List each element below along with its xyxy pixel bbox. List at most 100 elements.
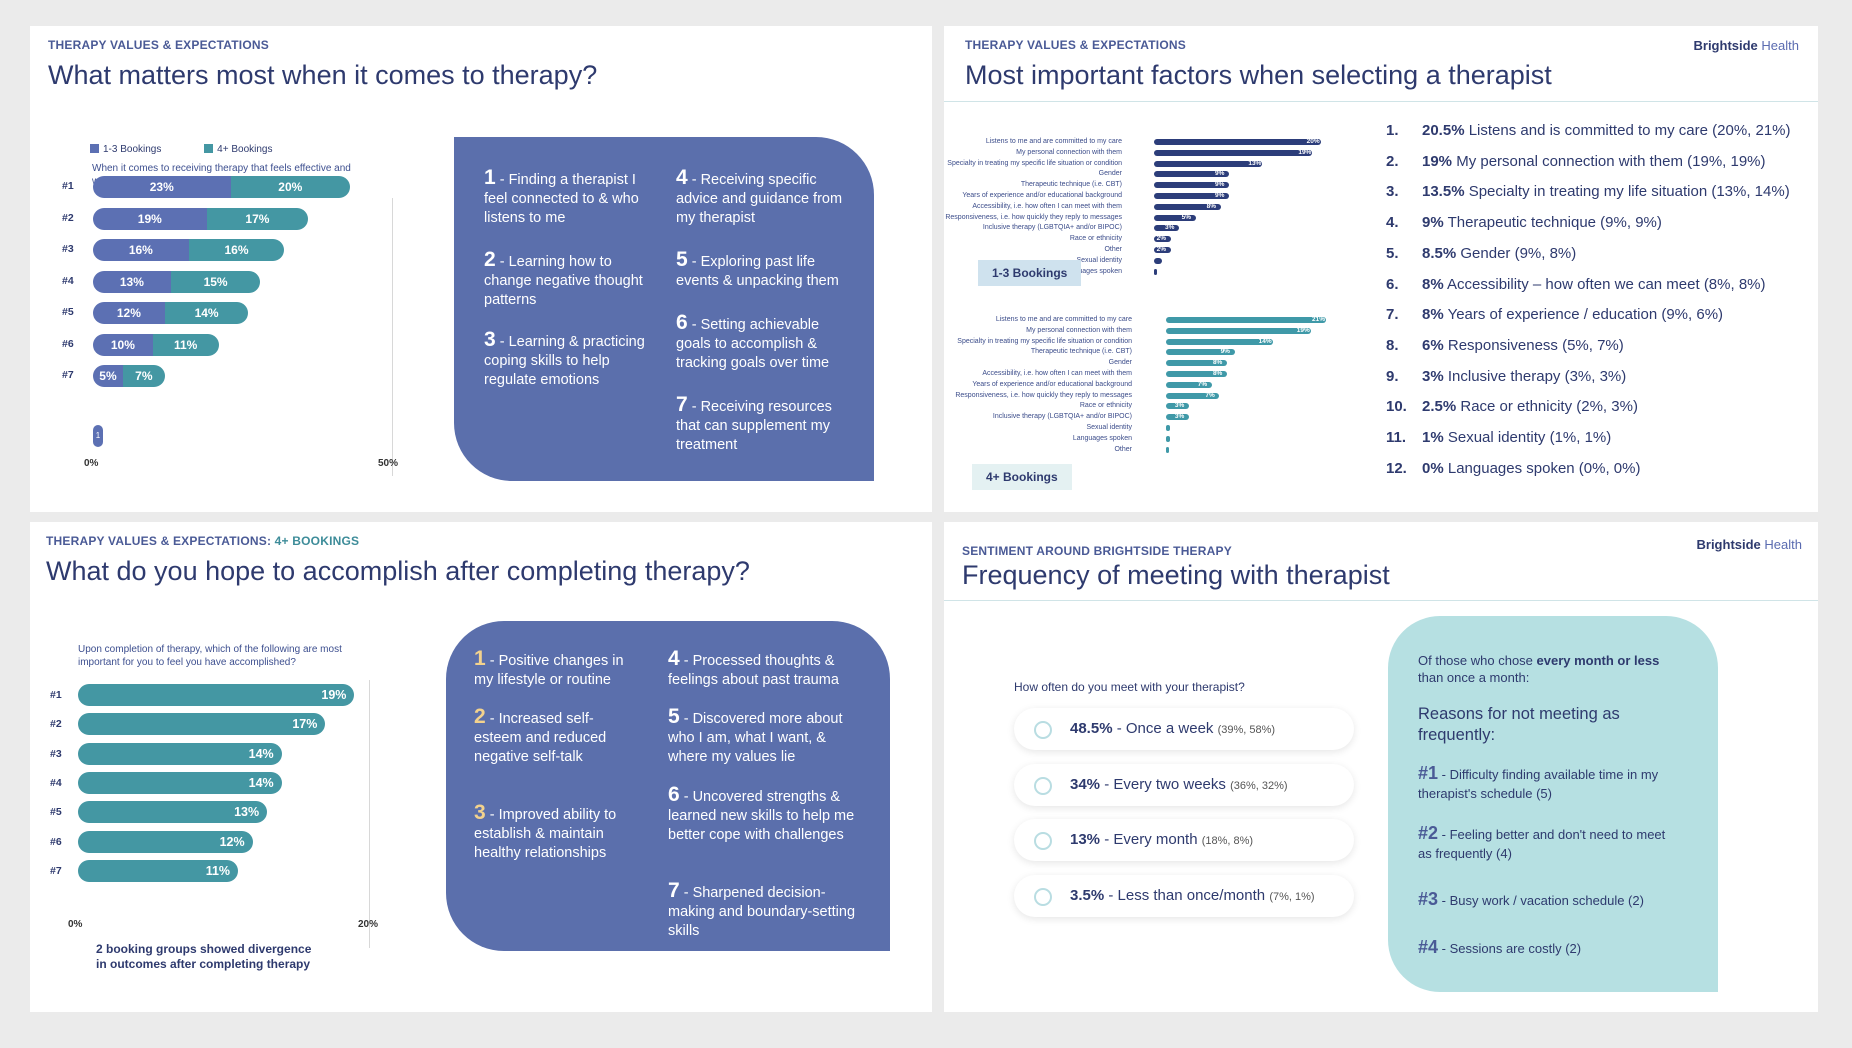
mini-bar (1154, 171, 1229, 178)
panel-intro-c: than once a month: (1418, 670, 1530, 685)
stacked-bar: 19% 17% (93, 207, 309, 230)
reason-item: #3 - Busy work / vacation schedule (2) (1418, 890, 1680, 910)
mini-bar-value: 5% (1181, 213, 1192, 221)
mini-bar (1166, 435, 1170, 442)
mini-bar (1166, 360, 1227, 367)
mini-bar-value: 13% (1248, 159, 1262, 167)
mini-bar (1166, 446, 1169, 453)
bar-segment-4plus: 14% (164, 302, 249, 324)
option-pct: 34% (1070, 775, 1101, 793)
mini-bar-value: 3% (1174, 413, 1185, 421)
option-label: - Less than once/month (1104, 886, 1270, 904)
item-number: 5 (676, 248, 688, 271)
rank-number: 1. (1386, 122, 1399, 139)
mini-bar (1154, 203, 1221, 210)
bar: 19% (78, 684, 355, 706)
stacked-bar: 10% 11% (93, 333, 219, 356)
reason-item: #2 - Feeling better and don't need to me… (1418, 824, 1680, 863)
numbered-list-card: 1 - Finding a therapist I feel connected… (454, 137, 874, 481)
item-number: 3 (474, 801, 486, 824)
option-breakdown: (7%, 1%) (1269, 890, 1315, 903)
item-text: - Sharpened decision-making and boundary… (668, 885, 856, 939)
mini-bar-value: 9% (1215, 181, 1225, 189)
list-item: 6 - Uncovered strengths & learned new sk… (668, 784, 860, 845)
chart-note: 2 booking groups showed divergence in ou… (96, 942, 312, 971)
bar-rank-label: #3 (50, 747, 62, 760)
axis-line (392, 198, 393, 476)
rank-text: Gender (9%, 8%) (1456, 244, 1577, 262)
mini-bar-label: Languages spoken (1072, 434, 1132, 442)
slide-selection-factors: THERAPY VALUES & EXPECTATIONS Brightside… (944, 26, 1818, 512)
reasons-panel: Of those who chose every month or less t… (1388, 616, 1718, 992)
panel-heading: Reasons for not meeting as frequently: (1418, 705, 1620, 744)
divider (944, 600, 1818, 601)
bar-rank-label: #7 (50, 864, 62, 877)
legend-swatch-a (90, 144, 99, 153)
mini-bar-value: 3% (1174, 402, 1185, 410)
frequency-option[interactable]: 3.5% - Less than once/month (7%, 1%) (1014, 874, 1354, 917)
rank-text: Responsiveness (5%, 7%) (1443, 336, 1624, 354)
kicker-accent: 4+ BOOKINGS (274, 534, 360, 548)
bar: 12% (78, 830, 253, 853)
mini-bar-label: Listens to me and are committed to my ca… (985, 138, 1122, 145)
list-item: 1 - Positive changes in my lifestyle or … (474, 648, 624, 690)
tag-1-3-bookings: 1-3 Bookings (978, 260, 1082, 286)
frequency-option[interactable]: 34% - Every two weeks (36%, 32%) (1014, 763, 1354, 806)
item-text: - Discovered more about who I am, what I… (668, 711, 843, 765)
option-breakdown: (39%, 58%) (1217, 724, 1276, 736)
bar-rank-label: #2 (50, 718, 62, 731)
mini-bar-value: 1 (1148, 256, 1152, 264)
bar-rank-label: #1 (50, 689, 62, 701)
rank-number: 11. (1386, 429, 1407, 446)
tick-label-20: 20% (358, 919, 379, 930)
ranked-factor: 3. 13.5% Specialty in treating my life si… (1386, 183, 1790, 200)
slide-title: Most important factors when selecting a … (965, 60, 1552, 90)
brand-name: Brightside (1696, 537, 1761, 552)
item-number: 4 (668, 647, 680, 670)
ranked-factor: 12. 0% Languages spoken (0%, 0%) (1386, 460, 1640, 477)
bar: 17% (78, 713, 326, 736)
divider (944, 101, 1818, 102)
tag-4plus-bookings: 4+ Bookings (972, 464, 1072, 490)
mini-bar (1154, 247, 1171, 253)
reason-item: #4 - Sessions are costly (2) (1418, 938, 1680, 958)
option-pct: 13% (1070, 831, 1101, 848)
mini-bar (1154, 268, 1157, 275)
mini-bar (1166, 392, 1220, 399)
bar: 11% (78, 859, 239, 882)
item-number: 2 (484, 248, 496, 271)
reason-rank: #3 (1418, 889, 1439, 909)
ranked-factor: 1. 20.5% Listens and is committed to my c… (1386, 122, 1791, 139)
bar-segment-1-3: 13% (93, 270, 171, 293)
ranked-factor: 2. 19% My personal connection with them (… (1386, 153, 1766, 170)
list-item: 5 - Discovered more about who I am, what… (668, 706, 860, 767)
bar-rank-label: #6 (50, 835, 62, 848)
ranked-factor: 7. 8% Years of experience / education (9%… (1386, 306, 1723, 323)
legend-label-b: 4+ Bookings (217, 144, 273, 155)
mini-bar (1166, 317, 1326, 323)
mini-bar-value: 14% (1258, 337, 1272, 345)
tick-label-50: 50% (378, 458, 399, 469)
rank-pct: 8% (1422, 275, 1444, 293)
numbered-list-card: 1 - Positive changes in my lifestyle or … (446, 621, 890, 951)
item-text: - Processed thoughts & feelings about pa… (668, 653, 839, 688)
option-pct: 3.5% (1070, 886, 1105, 904)
rank-number: 10. (1386, 398, 1407, 416)
brand-suffix: Health (1757, 38, 1799, 53)
item-number: 3 (484, 328, 496, 351)
reason-text: - Sessions are costly (2) (1438, 941, 1582, 956)
panel-intro: Of those who chose every month or less t… (1418, 652, 1688, 686)
reason-text: - Feeling better and don't need to meet … (1418, 827, 1666, 861)
mini-bar-label: Listens to me and are committed to my ca… (995, 316, 1132, 323)
bar-segment-4plus: 7% (122, 365, 165, 387)
bar: 14% (78, 742, 282, 765)
frequency-option[interactable]: 13% - Every month (18%, 8%) (1014, 819, 1354, 861)
bar-segment-1-3: 19% (93, 207, 207, 230)
mini-bar-value: 9% (1215, 192, 1225, 199)
mini-bar-label: Other (1104, 246, 1122, 253)
mini-bar-value: 8% (1206, 202, 1217, 210)
option-label: - Every month (1100, 831, 1202, 848)
rank-number: 12. (1386, 459, 1407, 477)
frequency-option[interactable]: 48.5% - Once a week (39%, 58%) (1014, 708, 1354, 750)
item-number: 4 (676, 166, 688, 189)
